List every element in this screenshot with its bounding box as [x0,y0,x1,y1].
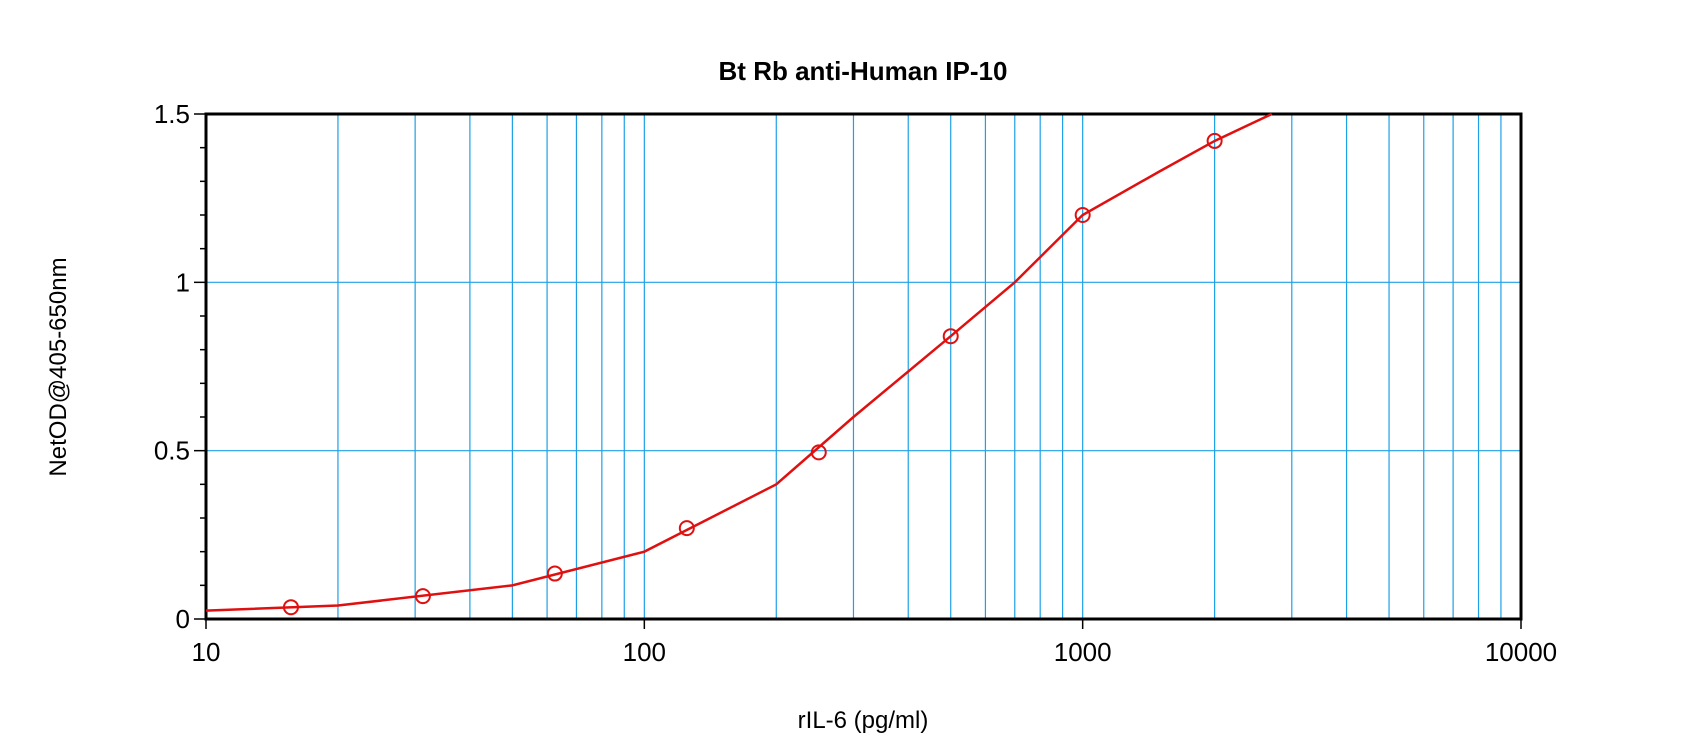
y-tick-label: 0.5 [154,436,190,466]
x-tick-label: 10 [192,637,221,667]
chart-title: Bt Rb anti-Human IP-10 [719,56,1008,86]
data-point [942,328,959,345]
data-point [678,520,695,537]
data-point [1074,207,1091,223]
x-tick-label: 1000 [1054,637,1112,667]
y-tick-label: 0 [176,604,190,634]
data-point [1206,132,1223,149]
x-tick-label: 100 [623,637,666,667]
fit-curve [205,112,1273,612]
x-axis-label: rIL-6 (pg/ml) [798,707,929,734]
y-axis-label: NetOD@405-650nm [45,257,72,476]
plot-frame [204,112,1523,621]
y-tick-label: 1 [176,267,190,297]
y-tick-label: 1.5 [154,99,190,129]
x-tick-label: 10000 [1485,637,1557,667]
